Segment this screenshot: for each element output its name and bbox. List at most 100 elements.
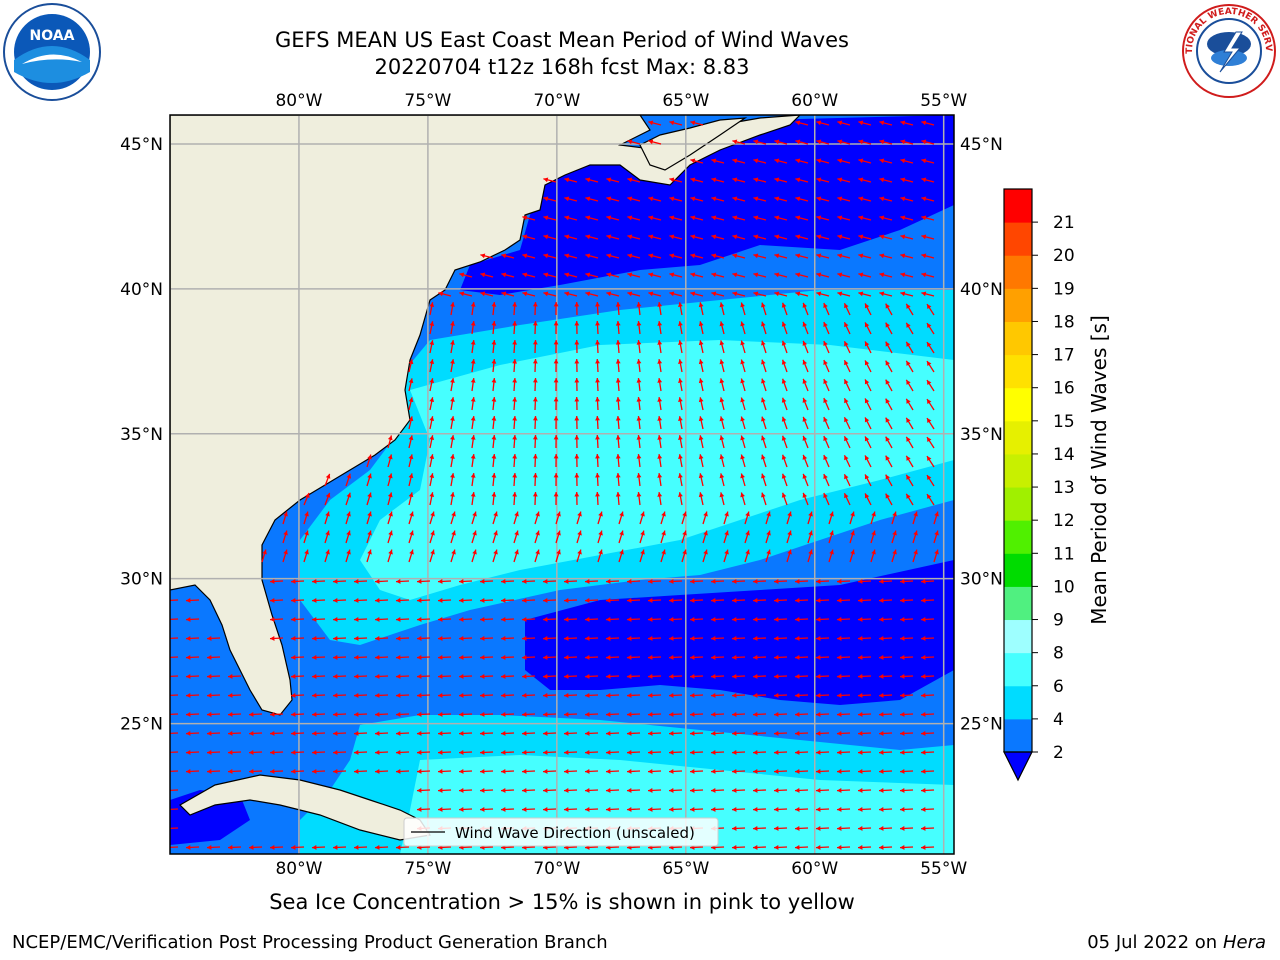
arrow-head <box>553 492 559 497</box>
arrow-head <box>795 807 800 812</box>
arrow-head <box>598 511 603 517</box>
arrow-head <box>408 492 414 498</box>
arrow-head <box>375 712 380 717</box>
arrow-head <box>304 549 309 555</box>
arrow-head <box>512 397 518 402</box>
arrow-head <box>844 493 849 499</box>
arrow-head <box>753 234 759 240</box>
colorbar: 2 4 6 8 9 10 11 12 13 14 15 16 17 18 19 20 21 <box>1003 188 1075 782</box>
arrow-head <box>719 378 725 384</box>
arrow-head <box>430 511 435 517</box>
arrow-head <box>837 845 842 850</box>
arrow-head <box>926 399 932 405</box>
arrow-head <box>543 712 548 717</box>
arrow-head <box>885 417 890 423</box>
arrow-head <box>740 340 745 346</box>
arrow-head <box>354 693 359 698</box>
arrow-head <box>719 492 725 498</box>
arrow-head <box>574 435 580 440</box>
arrow-head <box>795 177 801 183</box>
arrow-head <box>690 253 696 259</box>
arrow-head <box>690 177 696 183</box>
arrow-head <box>470 340 476 345</box>
arrow-head <box>501 636 506 641</box>
arrow-head <box>270 598 275 603</box>
arrow-head <box>312 750 317 755</box>
arrow-head <box>501 291 507 297</box>
arrow-head <box>354 769 359 774</box>
arrow-head <box>501 712 506 717</box>
arrow-head <box>926 456 932 462</box>
arrow-head <box>858 272 864 278</box>
arrow-head <box>669 731 674 736</box>
arrow-head <box>795 788 800 793</box>
arrow-head <box>781 435 787 441</box>
arrow-head <box>491 435 497 440</box>
arrow-head <box>574 473 580 478</box>
arrow-head <box>606 674 611 679</box>
arrow-head <box>682 530 687 536</box>
arrow-head <box>429 473 435 479</box>
arrow-head <box>346 473 352 479</box>
arrow-head <box>480 769 485 774</box>
arrow-head <box>459 655 464 660</box>
arrow-head <box>690 291 696 297</box>
arrow-head <box>627 579 632 584</box>
arrow-head <box>333 712 338 717</box>
colorbar-segment <box>1004 255 1032 289</box>
arrow-head <box>837 598 842 603</box>
arrow-legend: Wind Wave Direction (unscaled) <box>403 817 719 847</box>
arrow-head <box>595 302 600 307</box>
arrow-head <box>627 636 632 641</box>
arrow-head <box>781 378 787 384</box>
arrow-head <box>480 636 485 641</box>
arrow-head <box>333 845 338 850</box>
arrow-head <box>270 617 275 622</box>
arrow-head <box>753 617 758 622</box>
arrow-head <box>291 655 296 660</box>
arrow-head <box>417 693 422 698</box>
arrow-head <box>787 549 792 555</box>
arrow-head <box>837 636 842 641</box>
arrow-head <box>396 769 401 774</box>
arrow-head <box>740 473 745 479</box>
arrow-head <box>543 579 548 584</box>
arrow-head <box>574 359 580 364</box>
arrow-head <box>283 549 288 555</box>
arrow-head <box>636 321 642 326</box>
arrow-head <box>795 674 800 679</box>
arrow-head <box>829 549 834 555</box>
arrow-head <box>606 788 611 793</box>
arrow-head <box>879 636 884 641</box>
arrow-head <box>595 473 600 478</box>
arrow-head <box>312 674 317 679</box>
arrow-head <box>585 253 591 259</box>
arrow-head <box>615 416 621 421</box>
arrow-head <box>858 693 863 698</box>
arrow-head <box>837 750 842 755</box>
arrow-head <box>417 598 422 603</box>
arrow-head <box>921 826 926 831</box>
arrow-head <box>532 473 538 478</box>
arrow-head <box>459 579 464 584</box>
arrow-head <box>598 549 603 555</box>
arrow-head <box>480 272 486 278</box>
arrow-head <box>753 196 759 202</box>
arrow-head <box>774 215 780 221</box>
colorbar-tick-label: 11 <box>1053 544 1075 564</box>
arrow-head <box>669 234 675 240</box>
arrow-head <box>270 750 275 755</box>
arrow-head <box>346 530 351 536</box>
arrow-head <box>396 636 401 641</box>
ocean-band-under-north <box>460 115 954 295</box>
arrow-head <box>480 617 485 622</box>
arrow-head <box>387 435 393 441</box>
arrow-head <box>844 379 849 385</box>
wave-direction-arrow <box>170 656 179 659</box>
arrow-head <box>879 845 884 850</box>
arrow-head <box>304 530 309 536</box>
arrow-head <box>921 636 926 641</box>
arrow-head <box>333 579 338 584</box>
arrow-head <box>745 549 750 555</box>
arrow-head <box>690 272 696 278</box>
